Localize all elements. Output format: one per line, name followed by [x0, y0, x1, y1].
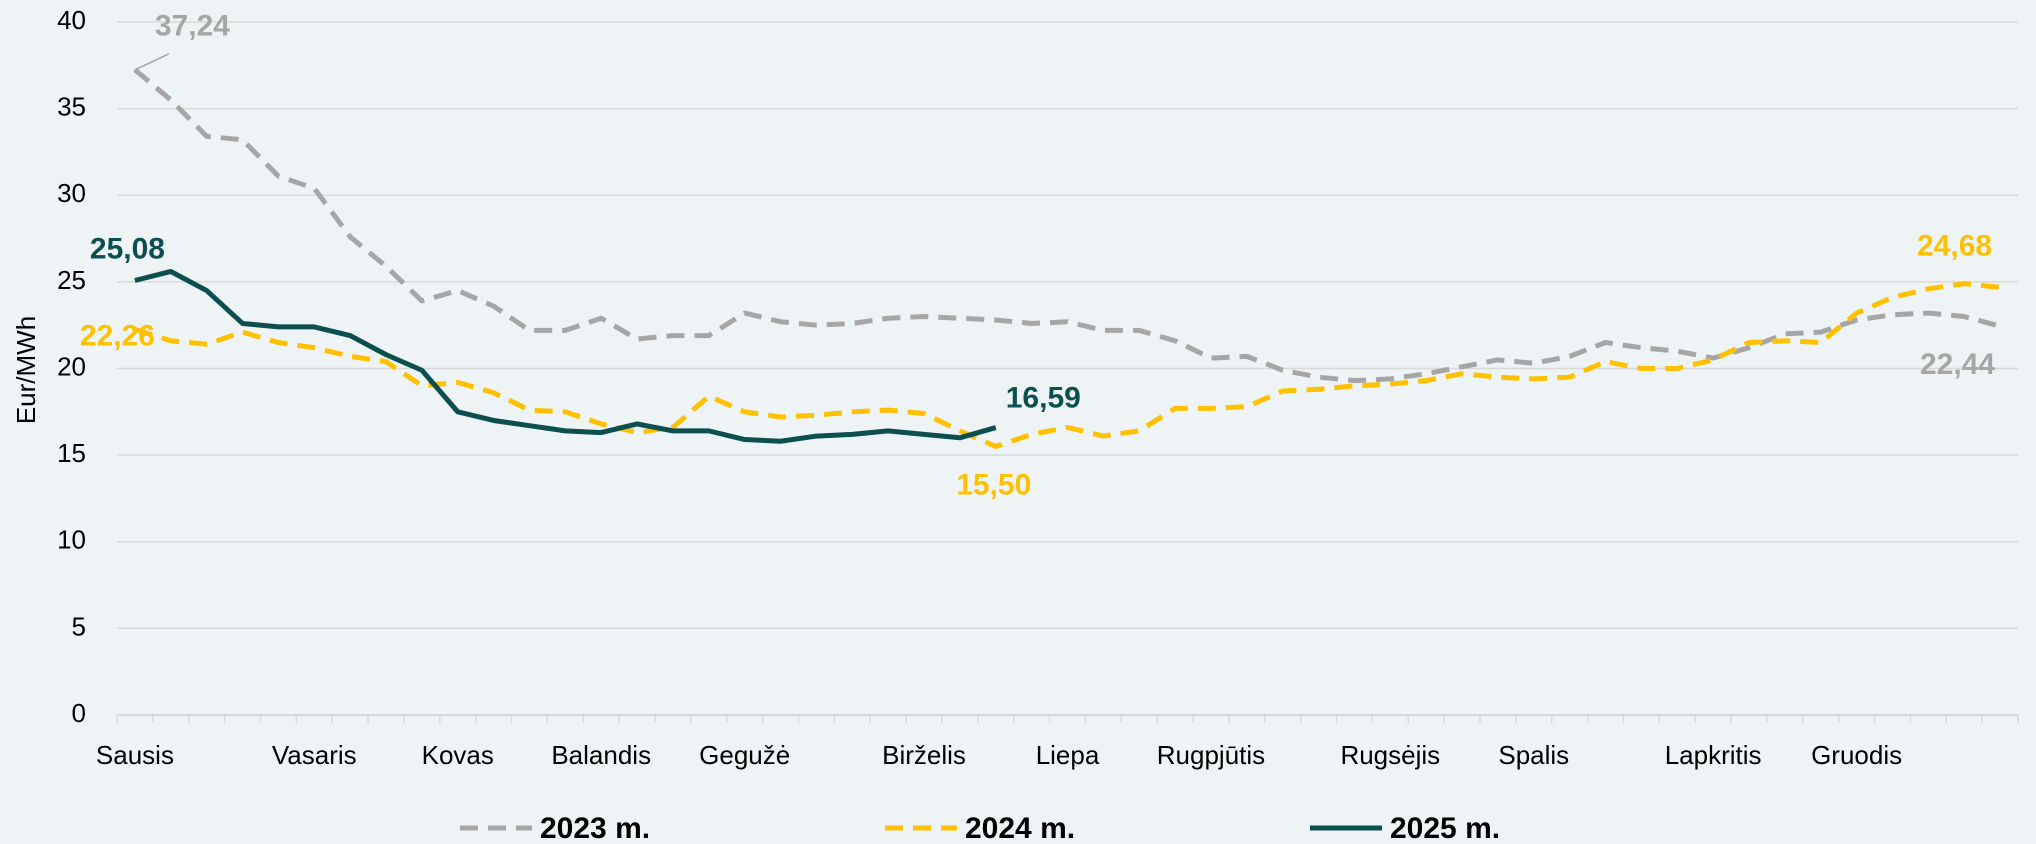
x-tick-label: Sausis [96, 740, 174, 770]
line-series [134, 268, 997, 444]
data-label: 15,50 [956, 468, 1031, 501]
y-tick-label: 0 [72, 698, 86, 728]
x-tick-label: Gegužė [699, 740, 790, 770]
x-tick-label: Rugsėjis [1340, 740, 1440, 770]
y-tick-label: 10 [57, 525, 86, 555]
data-label: 25,08 [90, 232, 165, 265]
line-series [133, 67, 2001, 384]
legend-label: 2025 m. [1390, 812, 1500, 844]
y-tick-label: 15 [57, 438, 86, 468]
x-tick-label: Spalis [1498, 740, 1569, 770]
x-tick-label: Vasaris [272, 740, 357, 770]
x-tick-label: Rugpjūtis [1157, 740, 1265, 770]
y-tick-label: 30 [57, 178, 86, 208]
y-tick-label: 40 [57, 5, 86, 35]
x-tick-label: Gruodis [1811, 740, 1902, 770]
x-tick-label: Kovas [422, 740, 494, 770]
x-tick-label: Lapkritis [1665, 740, 1762, 770]
legend-label: 2023 m. [540, 812, 650, 844]
data-label: 16,59 [1006, 382, 1081, 415]
data-label: 24,68 [1917, 229, 1992, 262]
y-tick-label: 25 [57, 265, 86, 295]
data-label: 37,24 [155, 10, 230, 43]
y-tick-label: 35 [57, 92, 86, 122]
y-axis-label: Eur/MWh [11, 316, 41, 424]
leader-line [134, 53, 170, 71]
data-label: 22,26 [80, 319, 155, 352]
data-label: 22,44 [1920, 348, 1995, 381]
x-tick-label: Birželis [882, 740, 966, 770]
x-tick-label: Liepa [1036, 740, 1100, 770]
y-tick-label: 20 [57, 351, 86, 381]
x-tick-label: Balandis [551, 740, 651, 770]
line-series [134, 281, 2001, 449]
legend-label: 2024 m. [965, 812, 1075, 844]
y-tick-label: 5 [72, 611, 86, 641]
